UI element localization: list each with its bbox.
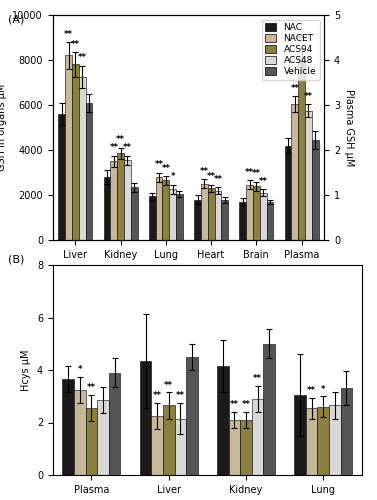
Text: *: *: [321, 384, 325, 394]
Bar: [186, 357, 198, 475]
Y-axis label: GSH in organs μM: GSH in organs μM: [0, 84, 7, 171]
Text: **: **: [304, 92, 313, 100]
Text: (B): (B): [8, 255, 24, 265]
Bar: [294, 395, 306, 475]
Bar: [97, 400, 109, 475]
Text: **: **: [297, 35, 306, 44]
Bar: [267, 202, 273, 240]
Text: **: **: [245, 168, 254, 177]
Text: (A): (A): [8, 15, 24, 25]
Text: *: *: [170, 172, 175, 182]
Text: **: **: [242, 400, 250, 409]
Bar: [341, 388, 352, 475]
Text: **: **: [155, 160, 164, 169]
Bar: [162, 180, 169, 240]
Y-axis label: Plasma GSH μM: Plasma GSH μM: [344, 89, 354, 166]
Bar: [58, 114, 65, 240]
Y-axis label: Hcys μM: Hcys μM: [21, 349, 31, 391]
Bar: [264, 344, 275, 475]
Bar: [260, 192, 267, 240]
Bar: [240, 420, 252, 475]
Bar: [65, 56, 72, 240]
Text: **: **: [87, 384, 96, 392]
Legend: NAC, NACET, ACS94, ACS48, Vehicle: NAC, NACET, ACS94, ACS48, Vehicle: [262, 20, 320, 80]
Bar: [163, 406, 175, 475]
Text: **: **: [207, 172, 216, 182]
Bar: [117, 154, 124, 240]
Bar: [74, 390, 86, 475]
Bar: [239, 202, 246, 240]
Text: **: **: [200, 167, 209, 176]
Bar: [246, 185, 253, 240]
Bar: [317, 407, 329, 475]
Bar: [194, 200, 201, 240]
Bar: [305, 110, 312, 240]
Bar: [156, 177, 162, 240]
Bar: [285, 146, 291, 240]
Bar: [215, 190, 221, 240]
Bar: [110, 161, 117, 240]
Bar: [72, 64, 79, 240]
Text: **: **: [78, 53, 87, 62]
Bar: [291, 104, 298, 240]
Bar: [217, 366, 228, 475]
Text: **: **: [307, 386, 316, 395]
Bar: [221, 200, 228, 240]
Bar: [104, 177, 110, 240]
Bar: [63, 379, 74, 475]
Bar: [124, 160, 131, 240]
Bar: [306, 408, 317, 475]
Text: **: **: [290, 84, 299, 92]
Text: **: **: [116, 136, 125, 144]
Bar: [208, 188, 215, 240]
Bar: [329, 406, 341, 475]
Text: **: **: [109, 143, 118, 152]
Bar: [131, 187, 138, 240]
Bar: [228, 420, 240, 475]
Bar: [151, 416, 163, 475]
Text: **: **: [161, 164, 170, 172]
Bar: [176, 194, 183, 240]
Text: **: **: [176, 391, 185, 400]
Text: *: *: [78, 365, 82, 374]
Bar: [109, 372, 120, 475]
Bar: [201, 184, 208, 240]
Bar: [175, 418, 186, 475]
Text: **: **: [71, 40, 80, 49]
Text: **: **: [123, 143, 132, 152]
Bar: [86, 103, 92, 240]
Bar: [252, 399, 264, 475]
Bar: [79, 77, 86, 240]
Text: **: **: [213, 175, 222, 184]
Text: **: **: [253, 374, 262, 383]
Bar: [253, 186, 260, 240]
Bar: [298, 58, 305, 240]
Text: **: **: [153, 391, 162, 400]
Text: **: **: [64, 30, 73, 38]
Text: **: **: [230, 400, 239, 409]
Text: **: **: [259, 177, 268, 186]
Bar: [169, 190, 176, 240]
Bar: [86, 408, 97, 475]
Bar: [312, 140, 319, 240]
Text: **: **: [164, 380, 173, 390]
Bar: [140, 361, 151, 475]
Bar: [149, 196, 156, 240]
Text: **: **: [252, 169, 261, 178]
